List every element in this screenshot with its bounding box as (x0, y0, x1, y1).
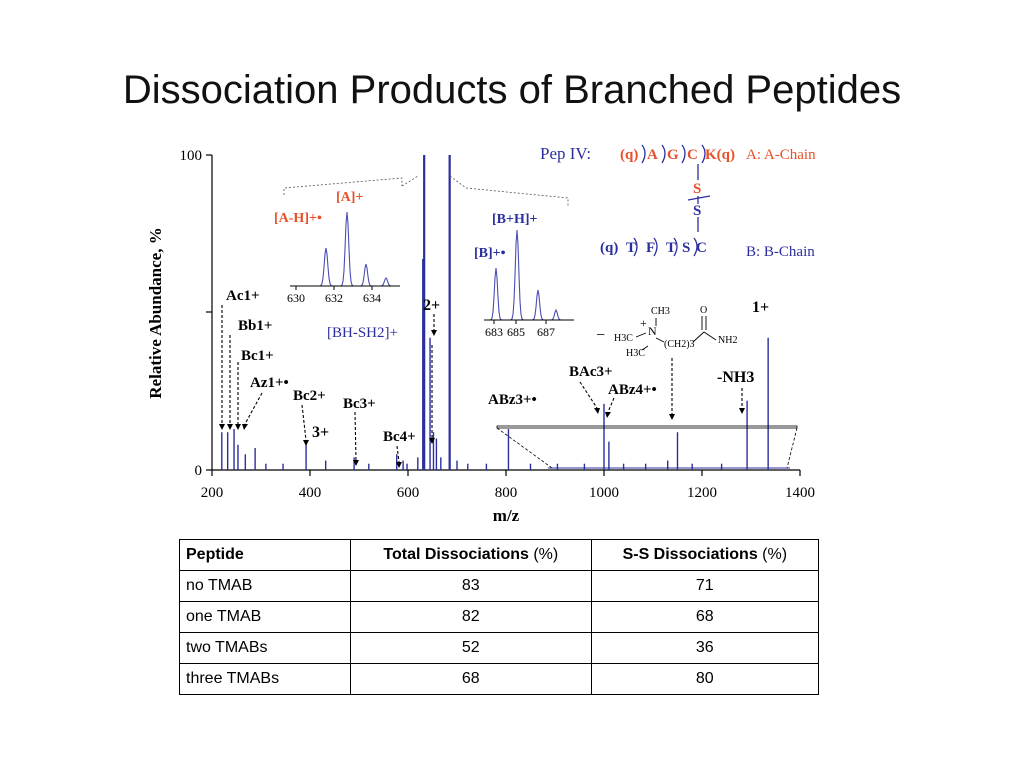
table-row: three TMABs 68 80 (179, 663, 820, 695)
b-chain-res-5: C (696, 240, 707, 256)
row-peptide: no TMAB (179, 570, 351, 602)
header-total-dissociations: Total Dissociations (%) (350, 539, 592, 571)
annotation-abz3: ABz3+• (488, 392, 537, 408)
annotation-bac3: BAc3+ (569, 364, 613, 380)
a-chain-q: (q) (620, 147, 638, 163)
tmab-ch3: CH3 (651, 306, 670, 317)
b-chain-res-4: S (682, 240, 690, 256)
inset-b-label-bh: [B+H]+ (492, 212, 538, 227)
tmab-plus: + (640, 316, 647, 330)
inset-b: 683 685 687 [B+H]+ [B]+• (474, 212, 574, 339)
a-chain-res-2: G (667, 147, 679, 163)
a-chain-res-3: C (687, 147, 698, 163)
annotation-abz4: ABz4+• (608, 382, 657, 398)
annotation-charge-2: 2+ (423, 297, 440, 314)
inset-b-tick-687: 687 (537, 325, 555, 339)
inset-b-tick-683: 683 (485, 325, 503, 339)
table-header-row: Peptide Total Dissociations (%) S-S Diss… (179, 539, 820, 571)
spectrum-peaks (221, 155, 769, 470)
a-chain-label: A: A-Chain (746, 147, 816, 163)
dissociation-table: Peptide Total Dissociations (%) S-S Diss… (179, 539, 820, 695)
disulfide-s-bottom: S (693, 203, 701, 219)
inset-a-tick-632: 632 (325, 291, 343, 305)
row-ss: 36 (590, 632, 820, 664)
tmab-o: O (700, 305, 707, 316)
y-tick-label-100: 100 (180, 148, 203, 164)
row-total: 52 (350, 632, 592, 664)
b-chain-res-2: F (646, 240, 655, 256)
inset-a-tick-630: 630 (287, 291, 305, 305)
y-axis (206, 154, 213, 471)
annotation-bc3: Bc3+ (343, 396, 376, 412)
b-chain-res-3: T (666, 240, 676, 256)
row-ss: 71 (590, 570, 820, 602)
table-row: one TMAB 82 68 (179, 601, 820, 633)
annotation-bc1: Bc1+ (241, 348, 274, 364)
tmab-h3c-2: H3C (626, 348, 645, 359)
slide-title: Dissociation Products of Branched Peptid… (122, 68, 902, 112)
tmab-nh2: NH2 (718, 335, 737, 346)
row-peptide: two TMABs (179, 632, 351, 664)
x-tick-label: 800 (495, 485, 518, 501)
row-ss: 80 (590, 663, 820, 695)
tmab-ch2: (CH2)3 (664, 339, 695, 350)
disulfide-s-top: S (693, 181, 701, 197)
inset-b-label-b: [B]+• (474, 246, 506, 261)
annotation-charge-1: 1+ (752, 299, 769, 316)
x-tick-label: 600 (397, 485, 420, 501)
annotation-bb1: Bb1+ (238, 318, 272, 334)
annotation-bh-sh2: [BH-SH2]+ (327, 325, 398, 341)
x-tick-label: 400 (299, 485, 322, 501)
x-axis-label: m/z (493, 506, 520, 525)
tmab-minus: − (596, 327, 605, 344)
inset-a: 630 632 634 [A]+ [A-H]+• (274, 190, 400, 305)
tmab-h3c-1: H3C (614, 333, 633, 344)
row-peptide: one TMAB (179, 601, 351, 633)
header-ss-dissociations: S-S Dissociations (%) (590, 539, 820, 571)
annotation-charge-3: 3+ (312, 424, 329, 441)
y-axis-label: Relative Abundance, % (146, 227, 165, 398)
inset-a-tick-634: 634 (363, 291, 381, 305)
pep-label: Pep IV: (540, 144, 591, 163)
row-total: 68 (350, 663, 592, 695)
x-tick-label: 1000 (589, 485, 619, 501)
y-tick-label-0: 0 (195, 463, 203, 479)
tmab-n: N (648, 324, 657, 338)
peptide-structure: Pep IV: (q) A G C K(q) A: A-Chain S S (q… (540, 144, 816, 260)
row-total: 83 (350, 570, 592, 602)
inset-a-label-a-ion: [A]+ (336, 190, 363, 205)
row-total: 82 (350, 601, 592, 633)
table-row: no TMAB 83 71 (179, 570, 820, 602)
arrow-heads (219, 330, 745, 468)
b-chain-label: B: B-Chain (746, 244, 815, 260)
a-chain-res-1: A (647, 147, 658, 163)
inset-brackets (283, 175, 569, 206)
b-chain-q: (q) (600, 240, 618, 256)
annotation-bc4: Bc4+ (383, 429, 416, 445)
annotation-bc2: Bc2+ (293, 388, 326, 404)
table-row: two TMABs 52 36 (179, 632, 820, 664)
inset-a-label-a-h: [A-H]+• (274, 211, 322, 226)
x-tick-label: 1200 (687, 485, 717, 501)
mass-spectrum-chart: 200 400 600 800 1000 1200 1400 100 0 m/z Relat… (146, 144, 816, 525)
annotation-az1: Az1+• (250, 375, 289, 391)
b-chain-res-1: T (626, 240, 636, 256)
annotation-arrows (221, 305, 743, 463)
inset-b-tick-685: 685 (507, 325, 525, 339)
row-peptide: three TMABs (179, 663, 351, 695)
annotation-ac1: Ac1+ (226, 288, 260, 304)
header-peptide: Peptide (179, 539, 351, 571)
annotation-nh3: -NH3 (717, 369, 754, 386)
row-ss: 68 (590, 601, 820, 633)
zoom-expansion (496, 425, 798, 469)
x-tick-label: 1400 (785, 485, 815, 501)
tmab-structure: − CH3 + N H3C H3C (CH2)3 O NH2 (596, 305, 737, 359)
x-tick-label: 200 (201, 485, 224, 501)
a-chain-res-4: K(q) (705, 147, 735, 163)
